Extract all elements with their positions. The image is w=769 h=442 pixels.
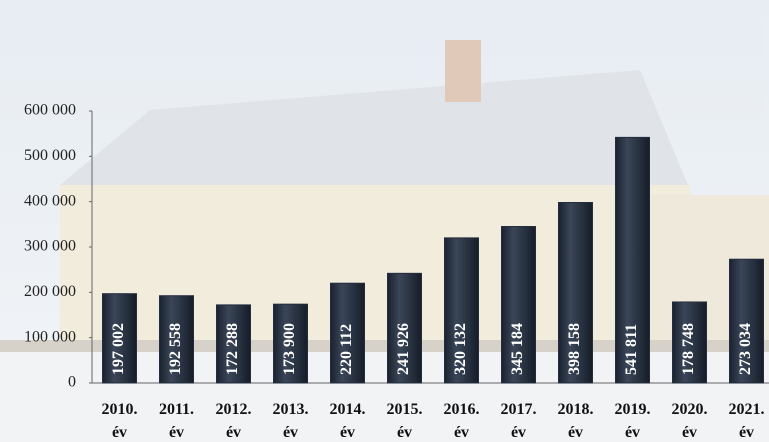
x-tick-label: 2021. év [722,398,769,442]
x-tick-label: 2017. év [494,398,544,442]
x-tick-label: 2012. év [209,398,259,442]
value-label: 220 112 [338,324,355,375]
value-label: 192 558 [167,323,184,375]
value-label: 178 748 [680,323,697,375]
x-tick-label: 2016. év [437,398,487,442]
y-tick-label: 300 000 [24,238,76,255]
y-tick-label: 0 [68,374,76,391]
y-tick-label: 100 000 [24,328,76,345]
page: 0 100 000 200 000 300 000 400 000 500 000 600 … [0,0,769,442]
value-label: 173 900 [281,323,298,375]
x-tick-label: 2018. év [551,398,601,442]
value-label: 197 002 [110,323,127,375]
x-tick-label: 2020. év [665,398,715,442]
y-tick-label: 200 000 [24,283,76,300]
value-label: 241 926 [395,323,412,375]
value-label: 345 184 [509,323,526,375]
value-label: 273 034 [737,323,754,375]
x-tick-label: 2010. év [95,398,145,442]
x-tick-label: 2013. év [266,398,316,442]
x-tick-label: 2014. év [323,398,373,442]
value-label: 320 132 [452,323,469,375]
value-label: 172 288 [224,323,241,375]
x-tick-label: 2015. év [380,398,430,442]
x-tick-label: 2011. év [152,398,202,442]
chart: 0 100 000 200 000 300 000 400 000 500 000 600 … [0,0,769,442]
y-tick-label: 600 000 [24,102,76,119]
value-label: 541 811 [623,324,640,375]
y-tick-label: 400 000 [24,192,76,209]
value-label: 398 158 [566,323,583,375]
y-tick-label: 500 000 [24,147,76,164]
x-tick-label: 2019. év [608,398,658,442]
